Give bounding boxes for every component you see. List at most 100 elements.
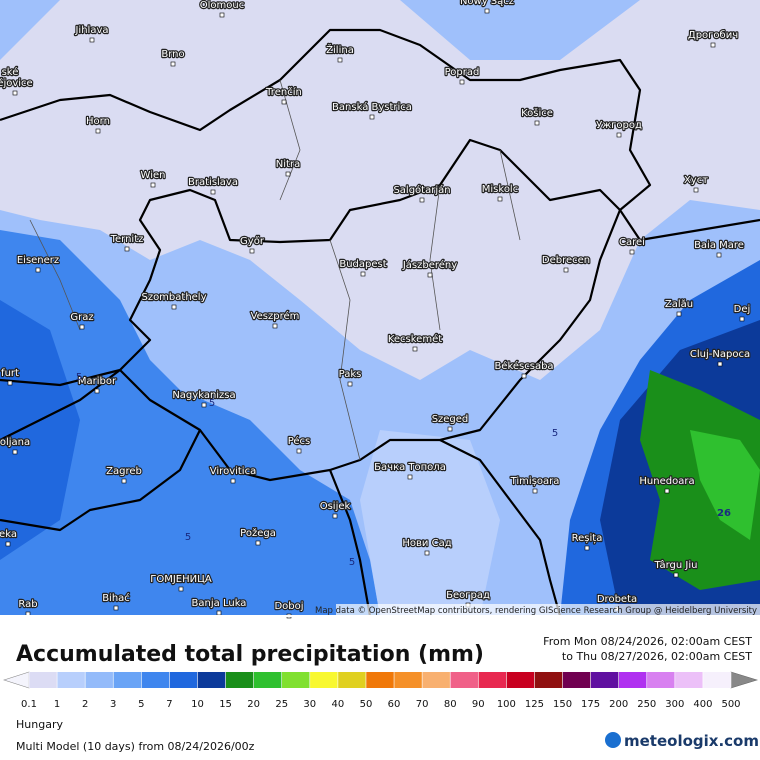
scale-box bbox=[422, 672, 451, 688]
scale-label: 50 bbox=[360, 699, 373, 710]
city-label: Debrecen bbox=[542, 255, 590, 266]
city-labels: Olomouc Nowy Sącz Jihlava Brno Žilina Poprad Д… bbox=[0, 0, 752, 619]
scale-label: 400 bbox=[693, 699, 712, 710]
map: Olomouc Nowy Sącz Jihlava Brno Žilina Poprad Д… bbox=[0, 0, 760, 619]
city-label: Horn bbox=[86, 116, 110, 127]
city-label: ějovice bbox=[0, 77, 33, 89]
city-label: Baia Mare bbox=[694, 240, 744, 251]
city-dot bbox=[12, 449, 18, 455]
city-dot bbox=[332, 513, 338, 519]
scale-box bbox=[450, 672, 479, 688]
city-dot bbox=[219, 12, 225, 18]
city-label: Ternitz bbox=[110, 234, 144, 245]
scale-box bbox=[197, 672, 226, 688]
scale-label: 250 bbox=[637, 699, 656, 710]
contour-label: 5 bbox=[349, 557, 355, 568]
city-dot bbox=[710, 42, 716, 48]
scale-label: 0.1 bbox=[21, 699, 37, 710]
scale-box bbox=[253, 672, 282, 688]
city-label: ГОМЈЕНИЦА bbox=[150, 574, 212, 585]
city-dot bbox=[534, 120, 540, 126]
scale-box bbox=[113, 672, 142, 688]
attribution: Map data © OpenStreetMap contributors, r… bbox=[315, 606, 757, 616]
city-dot bbox=[89, 37, 95, 43]
city-label: Нови Сад bbox=[402, 538, 451, 549]
scale-box bbox=[534, 672, 563, 688]
city-label: eka bbox=[0, 529, 17, 540]
city-label: oljana bbox=[0, 437, 30, 448]
city-label: Rab bbox=[18, 599, 37, 610]
city-dot bbox=[424, 550, 430, 556]
scale-label: 7 bbox=[166, 699, 172, 710]
scale-label: 1 bbox=[54, 699, 60, 710]
city-dot bbox=[150, 182, 156, 188]
light-zone bbox=[0, 0, 760, 380]
city-dot bbox=[7, 79, 13, 85]
contour-labels: 5 5 5 5 5 26 bbox=[76, 372, 731, 568]
model-info: Multi Model (10 days) from 08/24/2026/00… bbox=[16, 740, 255, 753]
scale-label: 200 bbox=[609, 699, 628, 710]
city-label: Wien bbox=[141, 170, 166, 181]
scale-box bbox=[141, 672, 170, 688]
scale-box bbox=[702, 672, 731, 688]
scale-box bbox=[57, 672, 86, 688]
city-dot bbox=[532, 488, 538, 494]
scale-box bbox=[337, 672, 366, 688]
city-label: Nowy Sącz bbox=[460, 0, 514, 7]
scale-box bbox=[85, 672, 114, 688]
city-label: Szeged bbox=[432, 414, 469, 425]
city-label: Veszprém bbox=[251, 310, 300, 322]
city-label: Târgu Jiu bbox=[654, 559, 698, 571]
city-dot bbox=[35, 267, 41, 273]
city-dot bbox=[447, 426, 453, 432]
city-label: Virovitica bbox=[210, 466, 256, 477]
city-dot bbox=[693, 187, 699, 193]
city-label: Budapest bbox=[339, 259, 386, 270]
city-dot bbox=[459, 79, 465, 85]
scale-box bbox=[674, 672, 703, 688]
city-label: Reșița bbox=[572, 533, 603, 544]
city-label: Eisenerz bbox=[17, 255, 59, 266]
scale-arrow-low bbox=[3, 671, 30, 689]
city-dot bbox=[717, 361, 723, 367]
city-dot bbox=[216, 610, 222, 616]
city-dot bbox=[124, 246, 130, 252]
scale-box bbox=[365, 672, 395, 688]
region: Hungary bbox=[16, 718, 63, 731]
city-label: Ужгород bbox=[596, 120, 642, 131]
city-label: Banská Bystrica bbox=[332, 101, 412, 113]
scale-label: 500 bbox=[721, 699, 740, 710]
city-dot bbox=[347, 381, 353, 387]
city-label: Хуст bbox=[684, 175, 708, 186]
city-dot bbox=[249, 248, 255, 254]
city-label: Győr bbox=[240, 235, 265, 247]
scale-label: 30 bbox=[303, 699, 316, 710]
scale-label: 3 bbox=[110, 699, 116, 710]
contour-label: 5 bbox=[185, 532, 191, 543]
scale-box bbox=[309, 672, 338, 688]
city-label: Doboj bbox=[274, 601, 303, 612]
city-dot bbox=[629, 249, 635, 255]
scale-box bbox=[478, 672, 507, 688]
contour-label: 26 bbox=[717, 508, 731, 519]
scale-box bbox=[225, 672, 254, 688]
city-dot bbox=[121, 478, 127, 484]
city-label: Nagykanizsa bbox=[172, 390, 235, 401]
scale-label: 20 bbox=[247, 699, 260, 710]
scale-label: 300 bbox=[665, 699, 684, 710]
city-dot bbox=[171, 304, 177, 310]
contour-label: 5 bbox=[209, 398, 215, 409]
scale-label: 90 bbox=[472, 699, 485, 710]
city-dot bbox=[676, 311, 682, 317]
city-dot bbox=[113, 605, 119, 611]
city-label: Poprad bbox=[445, 67, 480, 78]
city-dot bbox=[484, 8, 490, 14]
city-label: Timișoara bbox=[510, 476, 560, 487]
city-label: Osijek bbox=[320, 501, 351, 512]
scale-label: 2 bbox=[82, 699, 88, 710]
city-dot bbox=[285, 171, 291, 177]
city-label: Maribor bbox=[78, 376, 117, 387]
scale-box bbox=[618, 672, 647, 688]
city-label: Miskolc bbox=[482, 184, 518, 195]
city-label: Pécs bbox=[288, 435, 311, 447]
